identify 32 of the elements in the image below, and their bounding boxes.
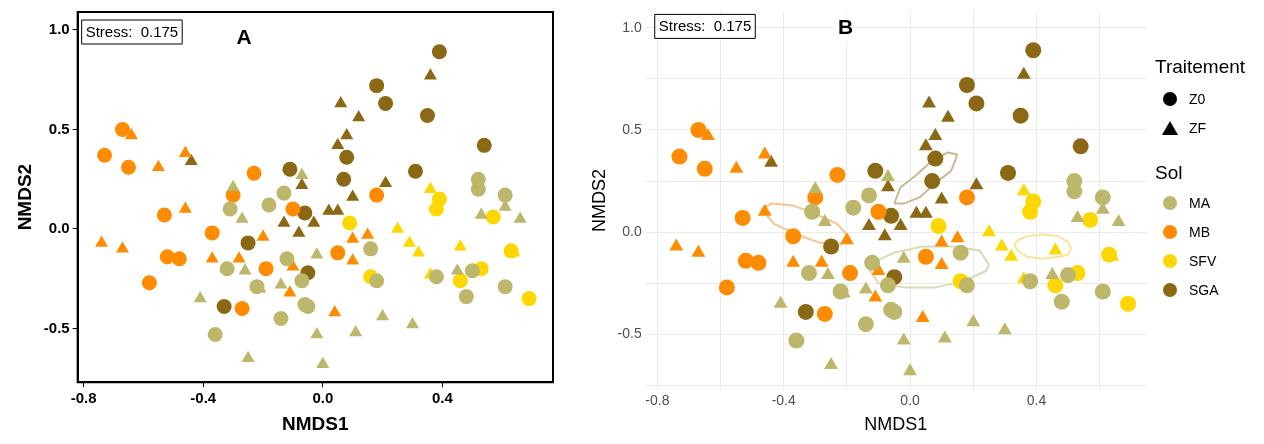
annotation: Stress: 0.175 xyxy=(658,17,752,35)
x-tick-label: 0.4 xyxy=(1026,391,1047,408)
legend-label: Z0 xyxy=(1189,90,1206,107)
x-axis-title: NMDS1 xyxy=(864,414,928,435)
x-tick-label: 0.0 xyxy=(900,391,921,408)
annotation: B xyxy=(838,15,854,39)
y-tick-label: -0.5 xyxy=(617,325,642,342)
x-tick-label: 0.4 xyxy=(431,389,454,407)
y-axis-title: NMDS2 xyxy=(588,168,609,233)
x-tick-label: -0.4 xyxy=(771,391,796,408)
legend-label: SFV xyxy=(1189,252,1217,269)
y-tick-label: 0.5 xyxy=(48,119,70,137)
legend-label: ZF xyxy=(1189,119,1207,136)
x-axis-title: NMDS1 xyxy=(282,412,350,434)
y-tick-label: 0.0 xyxy=(622,223,642,240)
legend-title: Traitement xyxy=(1155,56,1246,78)
annotation: Stress: 0.175 xyxy=(85,22,179,40)
x-tick-label: -0.4 xyxy=(190,389,217,407)
y-tick-label: 1.0 xyxy=(48,20,70,38)
y-tick-label: 0.0 xyxy=(48,219,70,237)
y-axis-title: NMDS2 xyxy=(13,163,35,231)
legend-label: SGA xyxy=(1189,281,1219,298)
y-tick-label: -0.5 xyxy=(43,318,70,336)
annotation: A xyxy=(236,24,252,48)
x-tick-label: -0.8 xyxy=(645,391,670,408)
legend-label: MA xyxy=(1189,194,1210,211)
legend-label: MB xyxy=(1189,223,1210,240)
x-tick-label: 0.0 xyxy=(312,389,334,407)
y-tick-label: 1.0 xyxy=(622,18,642,35)
y-tick-label: 0.5 xyxy=(622,120,642,137)
text: Sol xyxy=(1155,162,1184,184)
x-tick-label: -0.8 xyxy=(70,389,97,407)
